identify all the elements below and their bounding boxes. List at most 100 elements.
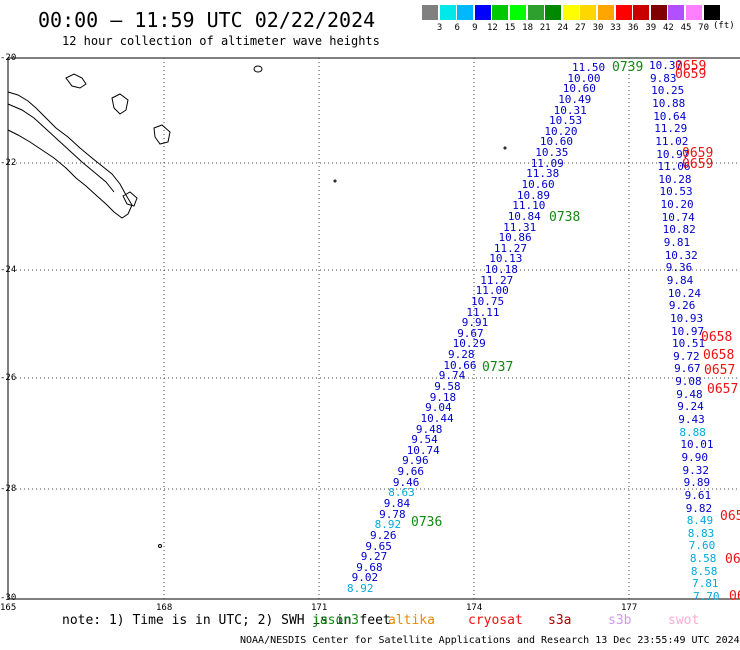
colorbar-level-label: 33 xyxy=(610,23,622,33)
colorbar-level-label: 30 xyxy=(592,23,604,33)
lat-label-20: -20 xyxy=(0,53,17,63)
colorbar-swatch xyxy=(510,5,526,20)
colorbar-level-label: 3 xyxy=(436,23,443,33)
wave-height-value: 9.68 xyxy=(356,560,383,574)
wave-height-value: 11.27 xyxy=(493,241,528,255)
lon-label-171: 171 xyxy=(311,603,328,613)
page-subtitle: 12 hour collection of altimeter wave hei… xyxy=(62,34,380,48)
wave-height-value: 11.31 xyxy=(503,220,537,234)
colorbar-level-label: 36 xyxy=(627,23,639,33)
colorbar-level-label: 6 xyxy=(454,23,460,33)
wave-height-value: 8.88 xyxy=(679,425,706,439)
credit-line: NOAA/NESDIS Center for Satellite Applica… xyxy=(240,635,740,646)
colorbar-swatch xyxy=(545,5,562,20)
colorbar-level-label: 70 xyxy=(698,23,710,33)
wave-height-value: 8.92 xyxy=(374,518,402,532)
colorbar-swatch xyxy=(668,5,685,20)
wave-height-value: 10.84 xyxy=(507,209,541,223)
colorbar-level-label: 24 xyxy=(557,23,569,33)
pass-time-label: 0657 xyxy=(704,363,736,378)
pass-time-label: 0739 xyxy=(612,60,644,75)
wave-height-value: 10.74 xyxy=(661,210,695,224)
wave-height-value: 10.18 xyxy=(484,263,518,276)
legend-swot: swot xyxy=(668,613,700,628)
lon-label-165: 165 xyxy=(0,603,17,613)
pass-time-label: 06 xyxy=(725,552,740,567)
pass-time-label: 065 xyxy=(720,509,740,524)
wave-height-value: 11.11 xyxy=(466,305,500,319)
wave-height-value: 9.82 xyxy=(685,501,713,515)
colorbar-swatch xyxy=(598,5,614,20)
wave-height-value: 10.53 xyxy=(549,114,583,128)
legend-jason3: jason3 xyxy=(312,613,359,628)
colorbar-level-label: 21 xyxy=(539,23,551,33)
colorbar-swatch xyxy=(527,5,544,20)
pass-time-label: 0659 xyxy=(682,157,714,172)
wave-height-value: 9.48 xyxy=(415,422,443,436)
wave-height-value: 9.81 xyxy=(663,236,691,249)
pass-time-label: 06 xyxy=(729,589,740,604)
pass-time-label: 0659 xyxy=(675,59,707,74)
colorbar-swatch xyxy=(615,5,632,20)
wave-height-value: 8.83 xyxy=(687,526,715,540)
page-title: 00:00 – 11:59 UTC 02/22/2024 xyxy=(38,8,376,32)
pass-time-label: 0657 xyxy=(707,382,739,397)
wave-height-value: 7.60 xyxy=(688,539,716,553)
pass-time-label: 0738 xyxy=(549,210,581,225)
wave-height-value: 9.48 xyxy=(676,387,703,401)
pass-time-label: 0736 xyxy=(411,515,443,530)
wave-height-value: 9.58 xyxy=(434,380,461,393)
colorbar-level-label: 18 xyxy=(522,23,534,33)
wave-height-value: 9.89 xyxy=(683,476,711,490)
wave-height-value: 9.28 xyxy=(448,348,475,362)
wave-height-value: 11.27 xyxy=(480,273,514,287)
colorbar-swatch xyxy=(439,5,456,20)
pass-time-label: 0659 xyxy=(682,146,714,161)
wave-height-value: 9.27 xyxy=(360,550,388,564)
lat-label-30: -30 xyxy=(0,593,17,603)
wave-height-value: 7.70 xyxy=(693,590,720,603)
pass-time-label: 0659 xyxy=(675,67,707,82)
legend-s3a: s3a xyxy=(548,613,572,628)
colorbar-swatch xyxy=(492,5,509,20)
wave-height-value: 10.29 xyxy=(452,337,486,351)
wave-height-value: 9.65 xyxy=(365,539,392,553)
wave-height-value: 9.66 xyxy=(397,465,425,478)
colorbar-level-label: 27 xyxy=(574,23,586,33)
lon-label-177: 177 xyxy=(621,603,638,613)
wave-height-value: 10.32 xyxy=(664,248,698,262)
coastline-new-caledonia xyxy=(7,65,507,548)
colorbar-unit-label: (ft) xyxy=(713,21,735,31)
wave-height-value: 8.92 xyxy=(347,582,374,595)
wave-height-value: 9.67 xyxy=(674,362,701,376)
wave-height-value: 9.61 xyxy=(684,488,712,502)
wave-height-value: 9.91 xyxy=(461,316,489,330)
colorbar-level-label: 12 xyxy=(486,23,498,33)
wave-height-value: 11.50 xyxy=(572,61,606,74)
wave-height-value: 10.60 xyxy=(562,82,596,96)
wave-height-value: 8.63 xyxy=(388,486,415,500)
wave-height-value: 10.44 xyxy=(420,411,454,425)
wave-height-value: 10.51 xyxy=(672,337,706,351)
wave-height-value: 11.00 xyxy=(475,284,509,298)
wave-height-value: 9.54 xyxy=(411,433,438,447)
wave-height-value: 11.02 xyxy=(655,134,689,148)
wave-height-value: 7.81 xyxy=(692,577,719,591)
wave-height-value: 10.53 xyxy=(659,185,693,199)
pass-time-label: 0658 xyxy=(703,348,735,363)
wave-height-value: 9.08 xyxy=(675,375,702,389)
colorbar-level-label: 39 xyxy=(645,23,657,33)
wave-height-value: 11.38 xyxy=(526,167,560,181)
graticule xyxy=(8,58,740,599)
wave-height-value: 10.20 xyxy=(544,124,578,138)
wave-height-value: 10.97 xyxy=(671,324,705,338)
wave-height-value: 10.35 xyxy=(535,146,569,160)
legend-cryosat: cryosat xyxy=(468,613,523,628)
wave-height-value: 9.96 xyxy=(402,454,429,468)
wave-height-value: 9.26 xyxy=(668,299,696,313)
colorbar-swatch xyxy=(457,5,474,20)
colorbar-swatch xyxy=(650,5,667,20)
wave-height-value: 10.75 xyxy=(471,294,505,308)
lat-label-26: -26 xyxy=(0,373,17,383)
